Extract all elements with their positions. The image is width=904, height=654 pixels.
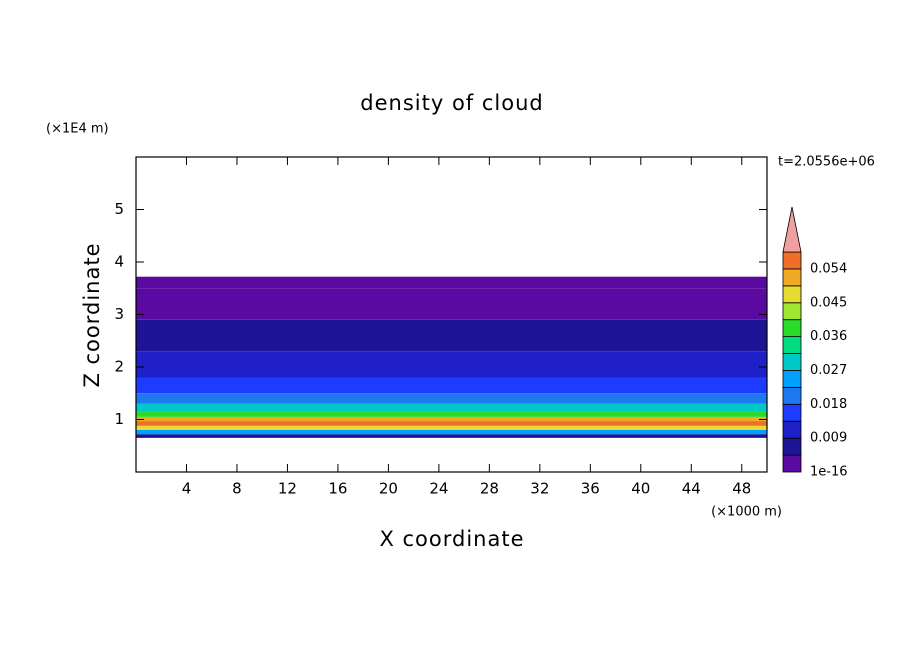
x-axis-label: X coordinate bbox=[379, 527, 524, 551]
y-unit-label: (×1E4 m) bbox=[46, 122, 109, 137]
colorbar-label: 0.036 bbox=[810, 329, 847, 344]
contour-band bbox=[136, 319, 767, 352]
contour-band bbox=[136, 430, 767, 435]
y-tick-label: 4 bbox=[114, 253, 124, 271]
colorbar-box bbox=[782, 403, 802, 422]
x-tick-label: 20 bbox=[379, 480, 398, 498]
colorbar-box bbox=[782, 285, 802, 304]
colorbar-label: 0.009 bbox=[810, 431, 847, 446]
contour-band bbox=[136, 377, 767, 394]
x-unit-label: (×1000 m) bbox=[711, 505, 782, 520]
x-tick-label: 36 bbox=[581, 480, 600, 498]
x-tick-label: 12 bbox=[278, 480, 297, 498]
contour-band bbox=[136, 403, 767, 412]
colorbar-box bbox=[782, 386, 802, 405]
colorbar-label: 0.054 bbox=[810, 261, 847, 276]
contour-band bbox=[136, 416, 767, 422]
contour-band bbox=[136, 425, 767, 430]
colorbar-box bbox=[782, 251, 802, 270]
contour-band bbox=[136, 276, 767, 289]
colorbar-label: 0.045 bbox=[810, 295, 847, 310]
contour-band bbox=[136, 411, 767, 417]
colorbar-label: 0.027 bbox=[810, 363, 847, 378]
x-tick-label: 44 bbox=[682, 480, 701, 498]
colorbar-triangle bbox=[782, 206, 802, 253]
colorbar-label: 0.018 bbox=[810, 397, 847, 412]
x-tick-label: 48 bbox=[732, 480, 751, 498]
colorbar-box bbox=[782, 336, 802, 354]
colorbar-box bbox=[782, 319, 802, 338]
x-tick-label: 4 bbox=[182, 480, 192, 498]
colorbar-box bbox=[782, 420, 802, 439]
colorbar-box bbox=[782, 302, 802, 321]
contour-band bbox=[136, 351, 767, 378]
y-tick-label: 3 bbox=[114, 305, 124, 323]
contour-band bbox=[136, 393, 767, 404]
y-axis-label: Z coordinate bbox=[80, 242, 104, 387]
chart-title: density of cloud bbox=[360, 91, 543, 115]
x-tick-label: 28 bbox=[480, 480, 499, 498]
time-label: t=2.0556e+06 bbox=[778, 155, 875, 170]
x-tick-label: 40 bbox=[631, 480, 650, 498]
y-tick-label: 1 bbox=[114, 410, 124, 428]
contour-band bbox=[136, 421, 767, 426]
colorbar-box bbox=[782, 454, 802, 473]
y-tick-label: 2 bbox=[114, 358, 124, 376]
colorbar-box bbox=[782, 268, 802, 287]
x-tick-label: 32 bbox=[530, 480, 549, 498]
y-tick-label: 5 bbox=[114, 200, 124, 218]
contour-band bbox=[136, 288, 767, 320]
colorbar-label: 1e-16 bbox=[810, 465, 848, 480]
x-tick-label: 16 bbox=[328, 480, 347, 498]
colorbar-box bbox=[782, 353, 802, 371]
x-tick-label: 8 bbox=[232, 480, 242, 498]
x-tick-label: 24 bbox=[429, 480, 448, 498]
colorbar-box bbox=[782, 437, 802, 456]
contour-band bbox=[136, 434, 767, 438]
colorbar-box bbox=[782, 370, 802, 388]
